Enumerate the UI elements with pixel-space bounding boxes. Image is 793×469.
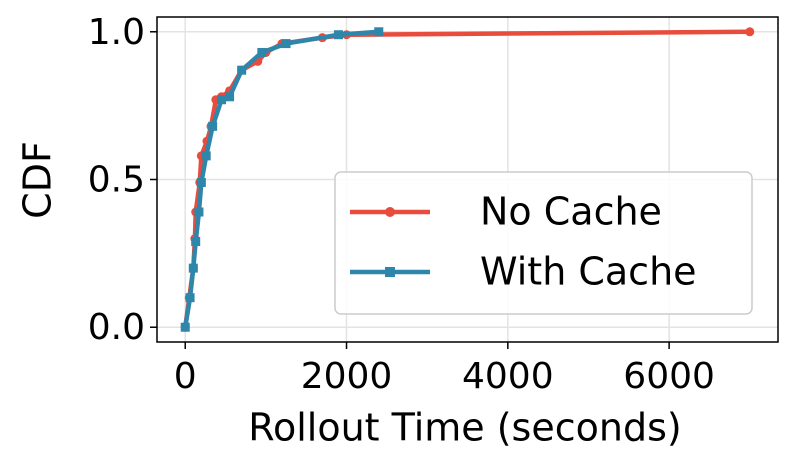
y-tick-label: 1.0	[88, 12, 145, 53]
marker	[225, 92, 235, 102]
marker	[196, 177, 206, 187]
marker	[217, 95, 227, 105]
x-tick-label: 2000	[301, 356, 393, 397]
marker	[374, 27, 384, 37]
legend-marker	[385, 267, 395, 277]
marker	[237, 65, 247, 75]
marker	[333, 30, 343, 40]
marker	[194, 207, 204, 217]
marker	[188, 263, 198, 273]
marker	[185, 293, 195, 303]
marker	[201, 151, 211, 161]
legend-marker	[385, 207, 395, 217]
legend-label: With Cache	[480, 250, 697, 294]
x-axis-label: Rollout Time (seconds)	[248, 406, 681, 450]
legend-label: No Cache	[480, 190, 662, 234]
marker	[180, 322, 190, 332]
marker	[257, 47, 267, 57]
x-tick-label: 4000	[462, 356, 554, 397]
plot-frame	[156, 16, 779, 343]
marker	[208, 121, 218, 131]
marker	[281, 39, 291, 49]
marker	[191, 237, 201, 247]
legend: No Cache With Cache	[334, 171, 753, 315]
marker	[745, 27, 755, 37]
x-tick-label: 0	[174, 356, 197, 397]
y-axis-label: CDF	[16, 141, 60, 219]
x-tick-label: 6000	[623, 356, 715, 397]
legend-frame	[334, 171, 753, 315]
y-tick-label: 0.5	[88, 160, 145, 201]
y-tick-label: 0.0	[88, 307, 145, 348]
